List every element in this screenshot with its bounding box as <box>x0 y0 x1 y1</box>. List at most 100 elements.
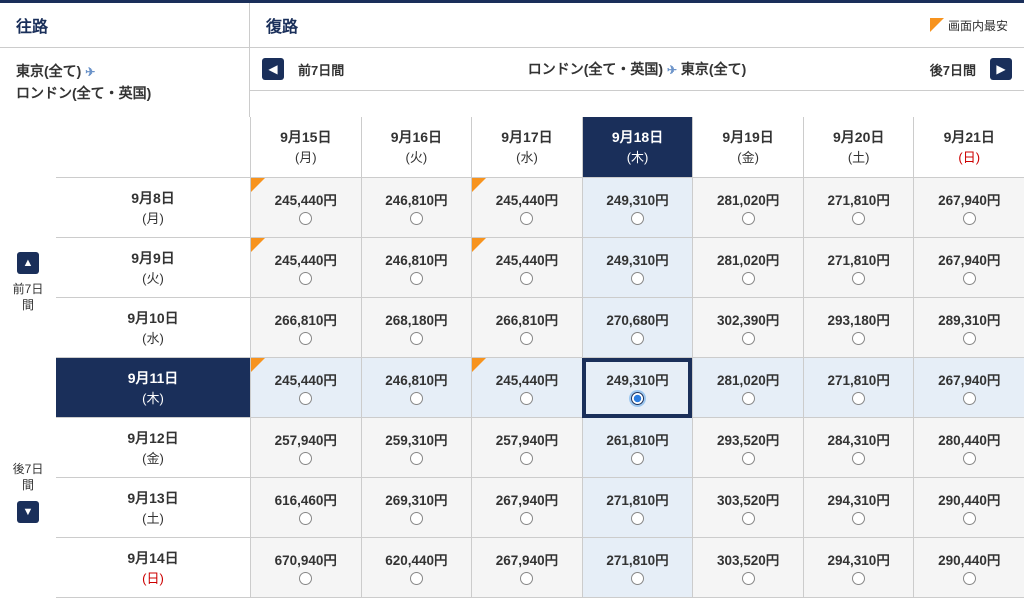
price-cell[interactable]: 271,810円 <box>582 538 693 598</box>
price-cell[interactable]: 267,940円 <box>913 238 1024 298</box>
price-cell[interactable]: 257,940円 <box>471 418 582 478</box>
return-date-header[interactable]: 9月15日(月) <box>250 117 361 178</box>
price-radio[interactable] <box>410 332 423 345</box>
price-cell[interactable]: 261,810円 <box>582 418 693 478</box>
price-radio[interactable] <box>742 392 755 405</box>
price-cell[interactable]: 271,810円 <box>803 238 914 298</box>
return-date-header[interactable]: 9月18日(木) <box>582 117 693 178</box>
outbound-next-button[interactable]: ▼ <box>17 501 39 523</box>
price-radio[interactable] <box>631 272 644 285</box>
price-radio[interactable] <box>520 332 533 345</box>
return-date-header[interactable]: 9月20日(土) <box>803 117 914 178</box>
price-cell[interactable]: 249,310円 <box>582 358 693 418</box>
return-prev-button[interactable]: ◀ <box>262 58 284 80</box>
price-cell[interactable]: 303,520円 <box>692 538 803 598</box>
price-radio[interactable] <box>963 272 976 285</box>
price-radio[interactable] <box>963 332 976 345</box>
price-radio[interactable] <box>963 212 976 225</box>
price-radio[interactable] <box>410 512 423 525</box>
price-radio[interactable] <box>299 572 312 585</box>
price-cell[interactable]: 620,440円 <box>361 538 472 598</box>
price-radio[interactable] <box>631 392 644 405</box>
outbound-date-cell[interactable]: 9月11日(木) <box>56 358 250 418</box>
price-cell[interactable]: 266,810円 <box>471 298 582 358</box>
price-radio[interactable] <box>410 212 423 225</box>
price-radio[interactable] <box>520 272 533 285</box>
price-radio[interactable] <box>852 212 865 225</box>
price-cell[interactable]: 290,440円 <box>913 478 1024 538</box>
price-radio[interactable] <box>299 512 312 525</box>
price-cell[interactable]: 259,310円 <box>361 418 472 478</box>
price-cell[interactable]: 293,180円 <box>803 298 914 358</box>
outbound-prev-button[interactable]: ▲ <box>17 252 39 274</box>
price-radio[interactable] <box>963 572 976 585</box>
price-cell[interactable]: 266,810円 <box>250 298 361 358</box>
price-radio[interactable] <box>520 392 533 405</box>
price-radio[interactable] <box>742 512 755 525</box>
price-cell[interactable]: 257,940円 <box>250 418 361 478</box>
return-date-header[interactable]: 9月19日(金) <box>692 117 803 178</box>
price-cell[interactable]: 246,810円 <box>361 358 472 418</box>
price-radio[interactable] <box>520 212 533 225</box>
price-radio[interactable] <box>852 452 865 465</box>
price-cell[interactable]: 270,680円 <box>582 298 693 358</box>
price-radio[interactable] <box>410 392 423 405</box>
price-radio[interactable] <box>520 512 533 525</box>
price-cell[interactable]: 281,020円 <box>692 358 803 418</box>
outbound-date-cell[interactable]: 9月13日(土) <box>56 478 250 538</box>
return-next-button[interactable]: ▶ <box>990 58 1012 80</box>
price-radio[interactable] <box>299 272 312 285</box>
outbound-date-cell[interactable]: 9月14日(日) <box>56 538 250 598</box>
outbound-date-cell[interactable]: 9月10日(水) <box>56 298 250 358</box>
price-cell[interactable]: 281,020円 <box>692 238 803 298</box>
price-cell[interactable]: 267,940円 <box>913 358 1024 418</box>
price-cell[interactable]: 267,940円 <box>471 538 582 598</box>
price-radio[interactable] <box>742 572 755 585</box>
price-radio[interactable] <box>852 512 865 525</box>
price-radio[interactable] <box>742 272 755 285</box>
price-cell[interactable]: 269,310円 <box>361 478 472 538</box>
price-radio[interactable] <box>410 572 423 585</box>
price-radio[interactable] <box>299 212 312 225</box>
price-radio[interactable] <box>299 452 312 465</box>
price-radio[interactable] <box>631 452 644 465</box>
price-cell[interactable]: 249,310円 <box>582 238 693 298</box>
price-radio[interactable] <box>852 272 865 285</box>
price-radio[interactable] <box>852 332 865 345</box>
price-radio[interactable] <box>410 272 423 285</box>
price-cell[interactable]: 280,440円 <box>913 418 1024 478</box>
price-radio[interactable] <box>742 212 755 225</box>
price-cell[interactable]: 246,810円 <box>361 238 472 298</box>
price-cell[interactable]: 303,520円 <box>692 478 803 538</box>
price-radio[interactable] <box>410 452 423 465</box>
price-cell[interactable]: 245,440円 <box>471 178 582 238</box>
price-radio[interactable] <box>742 332 755 345</box>
price-radio[interactable] <box>299 332 312 345</box>
price-radio[interactable] <box>631 512 644 525</box>
price-cell[interactable]: 245,440円 <box>471 238 582 298</box>
price-radio[interactable] <box>520 572 533 585</box>
price-cell[interactable]: 271,810円 <box>582 478 693 538</box>
price-cell[interactable]: 294,310円 <box>803 478 914 538</box>
price-cell[interactable]: 670,940円 <box>250 538 361 598</box>
price-cell[interactable]: 271,810円 <box>803 358 914 418</box>
price-cell[interactable]: 271,810円 <box>803 178 914 238</box>
price-radio[interactable] <box>742 452 755 465</box>
price-cell[interactable]: 245,440円 <box>250 358 361 418</box>
price-radio[interactable] <box>299 392 312 405</box>
price-cell[interactable]: 246,810円 <box>361 178 472 238</box>
price-cell[interactable]: 294,310円 <box>803 538 914 598</box>
price-radio[interactable] <box>963 512 976 525</box>
price-cell[interactable]: 290,440円 <box>913 538 1024 598</box>
price-radio[interactable] <box>852 392 865 405</box>
price-cell[interactable]: 302,390円 <box>692 298 803 358</box>
return-date-header[interactable]: 9月21日(日) <box>913 117 1024 178</box>
price-cell[interactable]: 284,310円 <box>803 418 914 478</box>
return-date-header[interactable]: 9月16日(火) <box>361 117 472 178</box>
return-date-header[interactable]: 9月17日(水) <box>471 117 582 178</box>
outbound-date-cell[interactable]: 9月8日(月) <box>56 178 250 238</box>
price-cell[interactable]: 267,940円 <box>471 478 582 538</box>
price-radio[interactable] <box>963 452 976 465</box>
price-radio[interactable] <box>520 452 533 465</box>
price-cell[interactable]: 267,940円 <box>913 178 1024 238</box>
